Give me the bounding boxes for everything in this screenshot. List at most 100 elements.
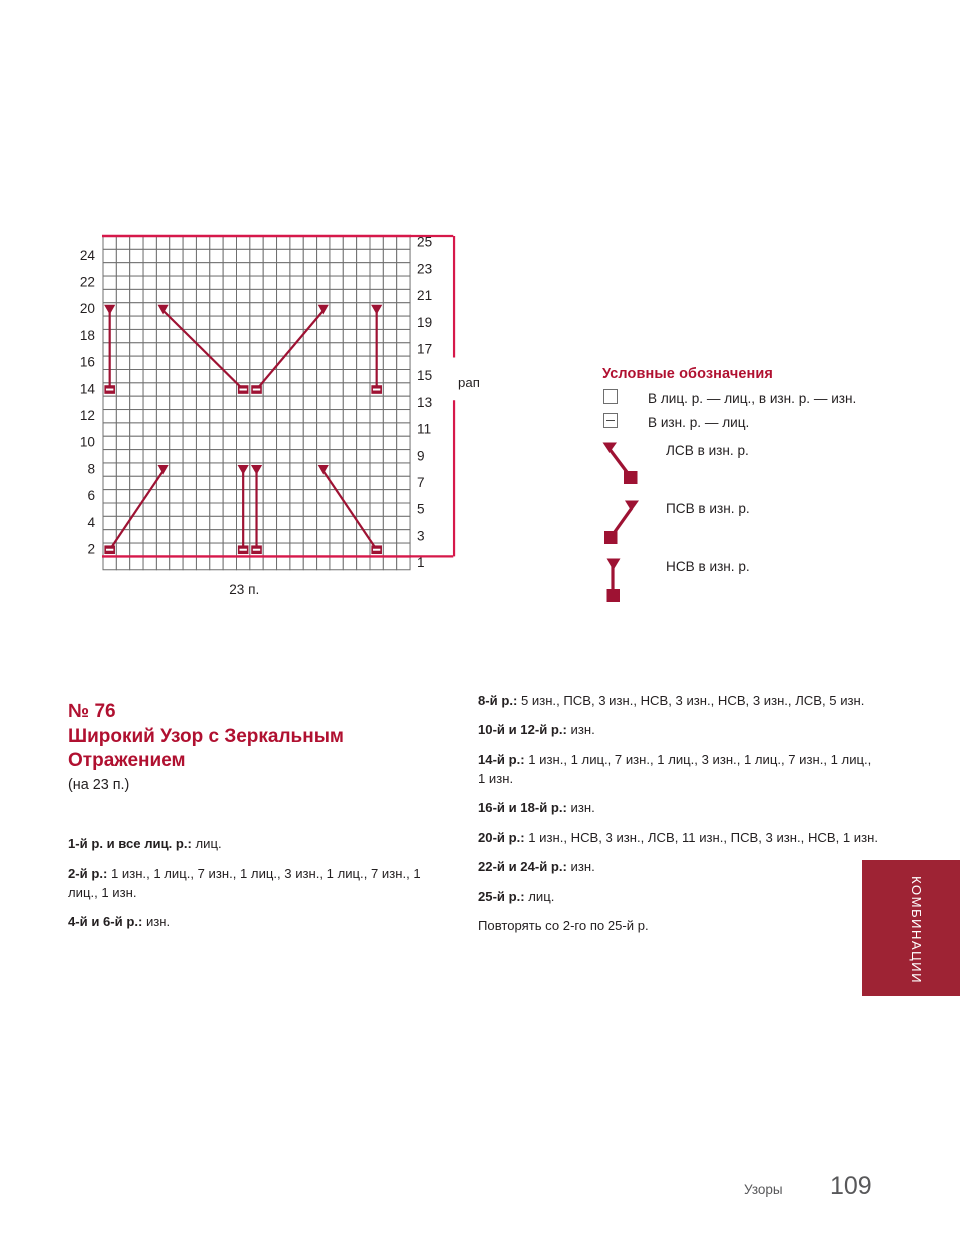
row-label-left: 24 [80, 248, 96, 263]
rapport-label: раппорт = 24 р. [458, 375, 480, 390]
row-label-right: 9 [417, 448, 425, 463]
section-tab-kombinacii: КОМБИНАЦИИ [862, 860, 960, 996]
instruction-row-text: 1 изн., НСВ, 3 изн., ЛСВ, 11 изн., ПСВ, … [524, 829, 878, 845]
instruction-row-text: Повторять со 2-го по 25-й р. [478, 918, 649, 934]
row-label-right: 19 [417, 315, 432, 330]
instruction-row-text: изн. [142, 914, 171, 930]
legend-panel: Условные обозначения В лиц. р. — лиц., в… [602, 366, 902, 612]
row-label-left: 2 [87, 541, 95, 556]
instruction-row: 20-й р.: 1 изн., НСВ, 3 изн., ЛСВ, 11 из… [478, 829, 878, 848]
legend-item-label: В изн. р. — лиц. [648, 415, 750, 431]
row-label-right: 17 [417, 341, 432, 356]
legend-item-lsv: ЛСВ в изн. р. [602, 438, 902, 496]
instruction-row-label: 4-й и 6-й р.: [68, 914, 143, 930]
instruction-row: 8-й р.: 5 изн., ПСВ, 3 изн., НСВ, 3 изн.… [478, 692, 878, 711]
pattern-title: Широкий Узор с Зеркальным Отражением [68, 725, 344, 771]
instruction-row: 22-й и 24-й р.: изн. [478, 858, 878, 877]
stitch-count-label: 23 п. [229, 582, 259, 597]
cable-symbol-nsv [104, 304, 116, 394]
section-tab-label: КОМБИНАЦИИ [909, 876, 924, 984]
legend-title: Условные обозначения [602, 366, 773, 382]
dash-box-icon [602, 413, 648, 429]
instruction-row: 10-й и 12-й р.: изн. [478, 721, 878, 740]
legend-item-nsv: НСВ в изн. р. [602, 554, 902, 612]
row-label-left: 10 [80, 435, 96, 450]
row-label-left: 4 [87, 515, 95, 530]
instruction-row: 2-й р.: 1 изн., 1 лиц., 7 изн., 1 лиц., … [68, 865, 448, 903]
chart-svg: раппорт = 24 р.2468101214161820222413579… [80, 235, 480, 597]
row-label-right: 5 [417, 502, 425, 517]
instruction-row-text: 5 изн., ПСВ, 3 изн., НСВ, 3 изн., НСВ, 3… [517, 693, 865, 708]
row-label-right: 15 [417, 368, 432, 383]
row-label-right: 1 [417, 555, 425, 570]
instruction-row: 16-й и 18-й р.: изн. [478, 799, 878, 818]
pattern-description-right: 8-й р.: 5 изн., ПСВ, 3 изн., НСВ, 3 изн.… [478, 692, 878, 947]
instruction-row: 1-й р. и все лиц. р.: лиц. [68, 835, 448, 854]
cable-symbol-psv [104, 464, 169, 555]
instruction-row: Повторять со 2-го по 25-й р. [478, 917, 878, 936]
row-label-right: 3 [417, 528, 425, 543]
instruction-row-text: лиц. [191, 836, 222, 852]
cable-symbol-nsv [250, 464, 263, 555]
row-label-left: 14 [80, 381, 96, 396]
instruction-row-text: 1 изн., 1 лиц., 7 изн., 1 лиц., 3 изн., … [68, 865, 421, 900]
row-label-left: 12 [80, 408, 95, 423]
pattern-description-left: № 76 Широкий Узор с Зеркальным Отражение… [68, 700, 448, 943]
row-label-right: 7 [417, 475, 425, 490]
footer-page-number: 109 [830, 1172, 872, 1200]
instruction-row: 14-й р.: 1 изн., 1 лиц., 7 изн., 1 лиц.,… [478, 751, 878, 789]
instruction-row-text: изн. [566, 859, 595, 875]
pattern-number: № 76 [68, 701, 116, 722]
instruction-row-text: изн. [566, 800, 595, 816]
row-label-left: 6 [87, 488, 95, 503]
instruction-row-label: 25-й р.: [478, 888, 525, 904]
instruction-row-label: 1-й р. и все лиц. р.: [68, 836, 192, 852]
instruction-row-label: 10-й и 12-й р.: [478, 722, 567, 738]
instruction-row-label: 14-й р.: [478, 751, 525, 767]
row-label-right: 21 [417, 288, 432, 303]
instruction-row: 4-й и 6-й р.: изн. [68, 913, 448, 932]
row-label-left: 16 [80, 355, 95, 370]
cable-symbol-psv [251, 304, 329, 394]
legend-item-label: В лиц. р. — лиц., в изн. р. — изн. [648, 391, 857, 406]
row-label-left: 8 [87, 461, 95, 476]
instruction-row-label: 20-й р.: [478, 829, 525, 845]
knitting-chart: раппорт = 24 р.2468101214161820222413579… [60, 225, 480, 605]
instruction-row: 25-й р.: лиц. [478, 888, 878, 907]
instruction-row-text: изн. [566, 722, 595, 738]
row-label-left: 22 [80, 274, 95, 289]
instruction-row-label: 16-й и 18-й р.: [478, 800, 567, 816]
spacer [68, 793, 448, 835]
legend-item-label: НСВ в изн. р. [666, 558, 750, 574]
cable-symbol-lsv [157, 304, 249, 394]
pattern-subtitle: (на 23 п.) [68, 777, 130, 794]
cable-symbol-lsv [317, 464, 382, 555]
row-label-right: 25 [417, 235, 432, 250]
legend-item-purl: В изн. р. — лиц. [602, 413, 902, 432]
cable-symbol-nsv [237, 464, 249, 555]
page-footer: Узоры 109 [0, 1172, 960, 1218]
row-label-right: 13 [417, 395, 432, 410]
instruction-row-label: 8-й р.: [478, 693, 518, 708]
psv-cable-icon [602, 496, 660, 554]
legend-item-label: ПСВ в изн. р. [666, 500, 750, 516]
instruction-rows-right: 8-й р.: 5 изн., ПСВ, 3 изн., НСВ, 3 изн.… [478, 692, 878, 936]
legend-item-psv: ПСВ в изн. р. [602, 496, 902, 554]
nsv-cable-icon [602, 554, 660, 612]
empty-box-icon [602, 389, 648, 404]
lsv-cable-icon [602, 438, 660, 496]
cable-symbol-nsv [371, 304, 383, 394]
row-label-left: 18 [80, 328, 95, 343]
instruction-rows-left: 1-й р. и все лиц. р.: лиц. 2-й р.: 1 изн.… [68, 835, 448, 932]
footer-section-label: Узоры [744, 1182, 783, 1197]
row-label-left: 20 [80, 301, 96, 316]
instruction-row-label: 2-й р.: [68, 865, 108, 881]
legend-item-knit: В лиц. р. — лиц., в изн. р. — изн. [602, 389, 902, 408]
row-label-right: 11 [417, 422, 431, 437]
row-label-right: 23 [417, 261, 432, 276]
legend-item-label: ЛСВ в изн. р. [666, 442, 749, 458]
instruction-row-label: 22-й и 24-й р.: [478, 859, 567, 875]
instruction-row-text: лиц. [524, 888, 555, 904]
instruction-row-text: 1 изн., 1 лиц., 7 изн., 1 лиц., 3 изн., … [478, 751, 872, 786]
